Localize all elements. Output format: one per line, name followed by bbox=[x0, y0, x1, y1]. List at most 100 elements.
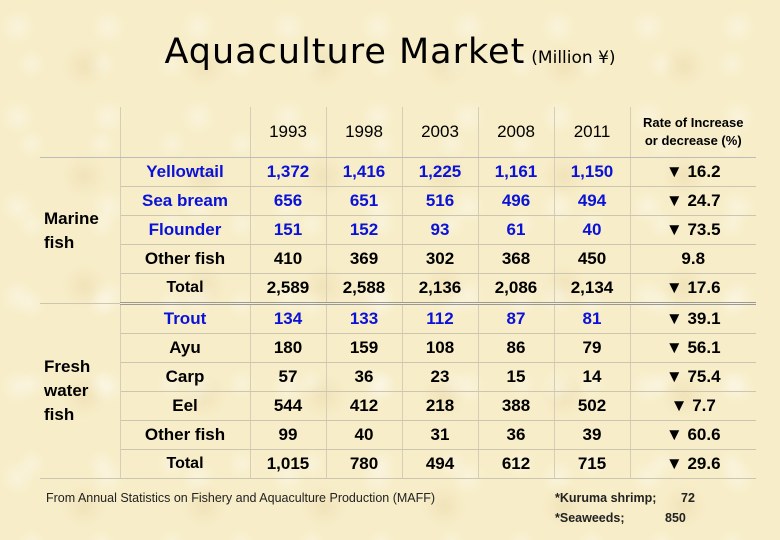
header-blank bbox=[40, 107, 121, 158]
table-row: Flounder 151 152 93 61 40 ▼ 73.5 bbox=[40, 215, 756, 245]
value-cell: 151 bbox=[250, 215, 327, 245]
total-value: 2,086 bbox=[478, 273, 555, 305]
value-cell: 180 bbox=[250, 333, 327, 363]
value-cell: 302 bbox=[402, 244, 479, 274]
value-cell: 99 bbox=[250, 420, 327, 450]
value-cell: 1,161 bbox=[478, 157, 555, 187]
value-cell: 79 bbox=[554, 333, 631, 363]
species-name: Ayu bbox=[120, 333, 251, 363]
value-cell: 159 bbox=[326, 333, 403, 363]
value-cell: 1,372 bbox=[250, 157, 327, 187]
value-cell: 36 bbox=[478, 420, 555, 450]
value-cell: 23 bbox=[402, 362, 479, 392]
value-cell: 651 bbox=[326, 186, 403, 216]
unit-label: (Million ¥) bbox=[531, 48, 616, 68]
total-rate: ▼ 29.6 bbox=[630, 449, 756, 479]
value-cell: 40 bbox=[326, 420, 403, 450]
value-cell: 61 bbox=[478, 215, 555, 245]
total-value: 2,589 bbox=[250, 273, 327, 305]
value-cell: 369 bbox=[326, 244, 403, 274]
value-cell: 36 bbox=[326, 362, 403, 392]
header-blank bbox=[120, 107, 251, 158]
seaweeds-note: *Seaweeds; 850 bbox=[555, 511, 686, 525]
total-value: 2,588 bbox=[326, 273, 403, 305]
year-header: 1993 bbox=[250, 107, 327, 158]
value-cell: 57 bbox=[250, 362, 327, 392]
value-cell: 412 bbox=[326, 391, 403, 421]
species-name: Eel bbox=[120, 391, 251, 421]
value-cell: 31 bbox=[402, 420, 479, 450]
value-cell: 656 bbox=[250, 186, 327, 216]
total-value: 612 bbox=[478, 449, 555, 479]
table-row: Other fish 99 40 31 36 39 ▼ 60.6 bbox=[40, 420, 756, 450]
table-row: Fresh water fish Trout 134 133 112 87 81… bbox=[40, 303, 756, 479]
total-label: Total bbox=[120, 449, 251, 479]
header-row: 1993 1998 2003 2008 2011 Rate of Increas… bbox=[40, 107, 756, 158]
rate-cell: ▼ 16.2 bbox=[630, 157, 756, 187]
total-value: 1,015 bbox=[250, 449, 327, 479]
total-label: Total bbox=[120, 273, 251, 305]
value-cell: 152 bbox=[326, 215, 403, 245]
year-header: 2003 bbox=[402, 107, 479, 158]
total-value: 2,136 bbox=[402, 273, 479, 305]
table-row: Ayu 180 159 108 86 79 ▼ 56.1 bbox=[40, 333, 756, 363]
species-name: Yellowtail bbox=[120, 157, 251, 187]
value-cell: 134 bbox=[250, 303, 327, 334]
total-value: 2,134 bbox=[554, 273, 631, 305]
rate-header-line1: Rate of Increase bbox=[643, 115, 744, 130]
species-name: Sea bream bbox=[120, 186, 251, 216]
value-cell: 388 bbox=[478, 391, 555, 421]
value-cell: 1,225 bbox=[402, 157, 479, 187]
total-value: 715 bbox=[554, 449, 631, 479]
value-cell: 544 bbox=[250, 391, 327, 421]
value-cell: 108 bbox=[402, 333, 479, 363]
species-name: Trout bbox=[120, 303, 251, 334]
species-name: Other fish bbox=[120, 244, 251, 274]
total-rate: ▼ 17.6 bbox=[630, 273, 756, 305]
rate-cell: ▼ 24.7 bbox=[630, 186, 756, 216]
value-cell: 40 bbox=[554, 215, 631, 245]
value-cell: 81 bbox=[554, 303, 631, 334]
value-cell: 112 bbox=[402, 303, 479, 334]
value-cell: 39 bbox=[554, 420, 631, 450]
marine-group-label: Marine fish bbox=[40, 157, 121, 304]
table-row: Other fish 410 369 302 368 450 9.8 bbox=[40, 244, 756, 274]
year-header: 2008 bbox=[478, 107, 555, 158]
value-cell: 86 bbox=[478, 333, 555, 363]
rate-cell: ▼ 75.4 bbox=[630, 362, 756, 392]
total-value: 780 bbox=[326, 449, 403, 479]
rate-header: Rate of Increase or decrease (%) bbox=[630, 107, 756, 158]
year-header: 2011 bbox=[554, 107, 631, 158]
value-cell: 496 bbox=[478, 186, 555, 216]
kuruma-shrimp-note: *Kuruma shrimp; 72 bbox=[555, 491, 695, 505]
value-cell: 1,416 bbox=[326, 157, 403, 187]
rate-cell: ▼ 56.1 bbox=[630, 333, 756, 363]
table-row: Carp 57 36 23 15 14 ▼ 75.4 bbox=[40, 362, 756, 392]
aquaculture-table: 1993 1998 2003 2008 2011 Rate of Increas… bbox=[40, 107, 756, 479]
species-name: Flounder bbox=[120, 215, 251, 245]
note-label: *Seaweeds; bbox=[555, 511, 625, 525]
fresh-group-label: Fresh water fish bbox=[40, 303, 121, 479]
value-cell: 1,150 bbox=[554, 157, 631, 187]
value-cell: 133 bbox=[326, 303, 403, 334]
value-cell: 450 bbox=[554, 244, 631, 274]
note-label: *Kuruma shrimp; bbox=[555, 491, 657, 505]
page-title: Aquaculture Market (Million ¥) bbox=[0, 32, 780, 72]
rate-cell: ▼ 39.1 bbox=[630, 303, 756, 334]
rate-cell: ▼ 60.6 bbox=[630, 420, 756, 450]
species-name: Carp bbox=[120, 362, 251, 392]
value-cell: 93 bbox=[402, 215, 479, 245]
value-cell: 516 bbox=[402, 186, 479, 216]
table-row: Sea bream 656 651 516 496 494 ▼ 24.7 bbox=[40, 186, 756, 216]
table-row: Marine fish Yellowtail 1,372 1,416 1,225… bbox=[40, 157, 756, 304]
value-cell: 494 bbox=[554, 186, 631, 216]
title-text: Aquaculture Market bbox=[164, 32, 526, 72]
rate-cell: 9.8 bbox=[630, 244, 756, 274]
total-row: Total 2,589 2,588 2,136 2,086 2,134 ▼ 17… bbox=[40, 273, 756, 305]
value-cell: 15 bbox=[478, 362, 555, 392]
source-note: From Annual Statistics on Fishery and Aq… bbox=[46, 491, 436, 505]
species-name: Other fish bbox=[120, 420, 251, 450]
total-value: 494 bbox=[402, 449, 479, 479]
total-row: Total 1,015 780 494 612 715 ▼ 29.6 bbox=[40, 449, 756, 479]
note-value: 850 bbox=[665, 511, 686, 525]
